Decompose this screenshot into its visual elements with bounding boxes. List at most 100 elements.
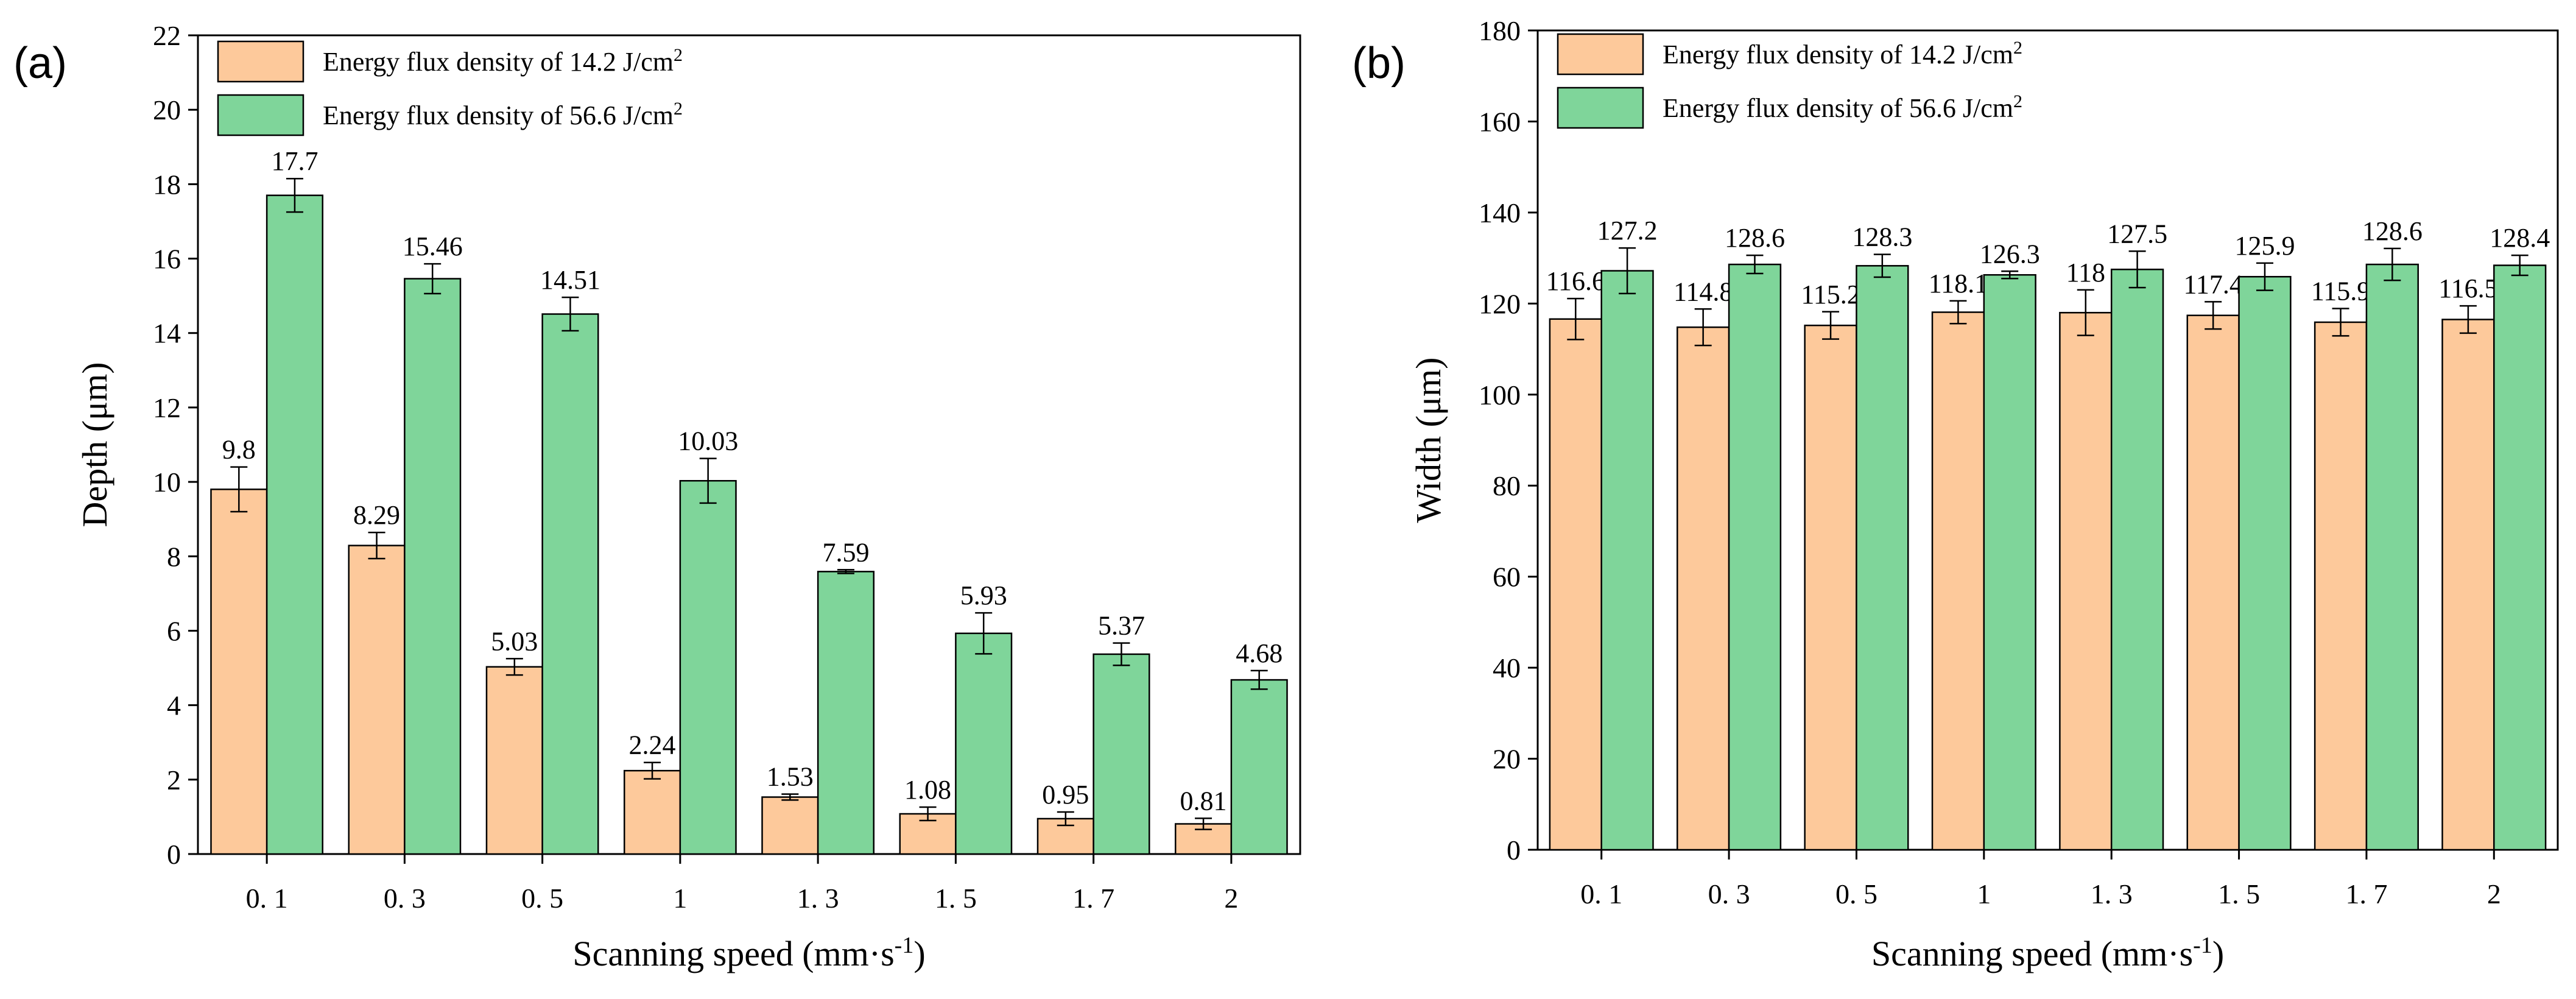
bar-high-1 bbox=[404, 278, 462, 855]
bar-low-1 bbox=[1677, 326, 1730, 851]
bar-high-2 bbox=[541, 313, 599, 855]
legend-label-main: Energy flux density of 14.2 J/cm bbox=[1663, 40, 2013, 69]
error-bar bbox=[2332, 308, 2349, 337]
y-tick-label: 140 bbox=[1479, 197, 1521, 228]
data-label: 2.24 bbox=[629, 730, 676, 760]
bar-high-5 bbox=[2238, 275, 2292, 851]
data-label: 8.29 bbox=[353, 500, 400, 530]
error-bar bbox=[2256, 262, 2273, 291]
error-bar bbox=[2459, 305, 2477, 334]
error-bar bbox=[505, 658, 523, 676]
x-tick-label: 1. 5 bbox=[2218, 878, 2260, 909]
bar-low-1 bbox=[348, 545, 406, 855]
bar-high-6 bbox=[2365, 263, 2419, 851]
error-bar bbox=[1746, 254, 1764, 275]
bar-high-7 bbox=[1230, 679, 1288, 855]
y-tick-label: 80 bbox=[1493, 470, 1521, 501]
x-axis-label-tail: ) bbox=[913, 934, 925, 973]
error-bar bbox=[2128, 250, 2146, 289]
x-tick-label: 2 bbox=[1224, 883, 1238, 914]
bar-low-7 bbox=[2441, 319, 2495, 851]
bar-high-0 bbox=[266, 194, 324, 855]
y-tick-label: 160 bbox=[1479, 106, 1521, 137]
data-label: 117.4 bbox=[2183, 269, 2242, 299]
data-label: 5.03 bbox=[491, 626, 538, 656]
error-bar bbox=[286, 177, 303, 213]
x-axis-label-sup: -1 bbox=[895, 933, 914, 958]
x-tick-label: 0. 5 bbox=[521, 883, 563, 914]
legend-swatch-high bbox=[1557, 86, 1644, 129]
error-bar bbox=[230, 466, 248, 513]
bar-high-1 bbox=[1728, 263, 1782, 851]
x-tick-label: 0. 3 bbox=[384, 883, 426, 914]
data-label: 128.4 bbox=[2490, 223, 2550, 253]
x-axis-label: Scanning speed (mm·s-1) bbox=[572, 933, 925, 973]
bar-low-5 bbox=[2186, 314, 2240, 851]
bar-low-4 bbox=[2059, 312, 2113, 851]
bar-low-3 bbox=[623, 769, 681, 855]
data-label: 10.03 bbox=[678, 426, 738, 456]
data-label: 114.8 bbox=[1673, 277, 1733, 306]
error-bar bbox=[2511, 254, 2528, 277]
y-tick-label: 0 bbox=[1507, 835, 1521, 866]
legend-label: Energy flux density of 56.6 J/cm2 bbox=[1663, 91, 2022, 124]
data-label: 0.81 bbox=[1180, 786, 1227, 816]
data-label: 127.2 bbox=[1597, 216, 1658, 245]
legend-label: Energy flux density of 14.2 J/cm2 bbox=[323, 45, 683, 77]
legend-label: Energy flux density of 56.6 J/cm2 bbox=[323, 99, 683, 131]
legend-swatch-low bbox=[1557, 33, 1644, 76]
bar-low-2 bbox=[1804, 324, 1857, 851]
x-tick-label: 0. 3 bbox=[1708, 878, 1750, 909]
bar-high-6 bbox=[1093, 653, 1150, 855]
legend-swatch-low bbox=[217, 40, 304, 83]
y-tick-label: 4 bbox=[167, 690, 181, 721]
error-bar bbox=[561, 296, 579, 332]
error-bar bbox=[919, 806, 937, 822]
bar-high-3 bbox=[1983, 274, 2036, 851]
x-tick-label: 1. 7 bbox=[1072, 883, 1114, 914]
bar-high-0 bbox=[1600, 270, 1654, 851]
y-axis-label: Width (μm) bbox=[1409, 358, 1448, 523]
x-axis-label: Scanning speed (mm·s-1) bbox=[1871, 933, 2224, 973]
y-tick-label: 22 bbox=[153, 20, 181, 51]
error-bar bbox=[1619, 247, 1636, 295]
y-tick-label: 12 bbox=[153, 392, 181, 423]
bar-low-0 bbox=[210, 489, 268, 855]
data-label: 118 bbox=[2066, 258, 2105, 288]
data-label: 115.9 bbox=[2311, 277, 2370, 306]
y-axis-label: Depth (μm) bbox=[75, 362, 114, 527]
data-label: 118.1 bbox=[1929, 269, 1988, 298]
bar-high-4 bbox=[817, 571, 875, 855]
data-label: 17.7 bbox=[271, 146, 318, 176]
error-bar bbox=[1113, 642, 1130, 666]
x-tick-label: 1. 5 bbox=[935, 883, 977, 914]
data-label: 7.59 bbox=[822, 537, 869, 567]
x-axis-label-tail: ) bbox=[2212, 934, 2224, 973]
bar-low-2 bbox=[485, 666, 543, 855]
error-bar bbox=[2205, 301, 2222, 330]
x-tick-label: 1. 3 bbox=[2091, 878, 2133, 909]
error-bar bbox=[2384, 247, 2401, 281]
bar-low-3 bbox=[1931, 311, 1985, 851]
legend-label-main: Energy flux density of 56.6 J/cm bbox=[323, 101, 674, 130]
error-bar bbox=[368, 531, 385, 560]
data-label: 9.8 bbox=[222, 435, 256, 465]
data-label: 5.93 bbox=[960, 581, 1007, 610]
bar-low-0 bbox=[1549, 318, 1602, 851]
y-tick-label: 40 bbox=[1493, 652, 1521, 683]
legend-label-sup: 2 bbox=[674, 99, 683, 119]
data-label: 126.3 bbox=[1980, 239, 2040, 269]
panel-label: (b) bbox=[1352, 39, 1406, 88]
y-tick-label: 8 bbox=[167, 541, 181, 572]
y-tick-label: 20 bbox=[1493, 744, 1521, 775]
data-label: 128.3 bbox=[1852, 222, 1912, 252]
data-label: 125.9 bbox=[2234, 231, 2295, 261]
error-bar bbox=[1250, 669, 1268, 690]
x-axis-label-main: Scanning speed (mm·s bbox=[1871, 934, 2193, 973]
legend-label-sup: 2 bbox=[674, 45, 683, 65]
error-bar bbox=[1195, 817, 1212, 830]
error-bar bbox=[1567, 297, 1585, 341]
y-tick-label: 10 bbox=[153, 467, 181, 498]
x-tick-label: 1 bbox=[1977, 878, 1991, 909]
x-tick-label: 1. 3 bbox=[797, 883, 839, 914]
